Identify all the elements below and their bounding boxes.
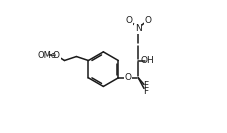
Text: N: N [134, 24, 141, 33]
Text: OMe: OMe [37, 51, 57, 60]
Text: O: O [53, 51, 60, 60]
Text: O: O [123, 73, 131, 82]
Text: O: O [125, 16, 132, 25]
Text: O: O [143, 16, 151, 25]
Text: F: F [142, 81, 148, 90]
Text: OH: OH [139, 56, 153, 65]
Text: F: F [142, 87, 148, 96]
